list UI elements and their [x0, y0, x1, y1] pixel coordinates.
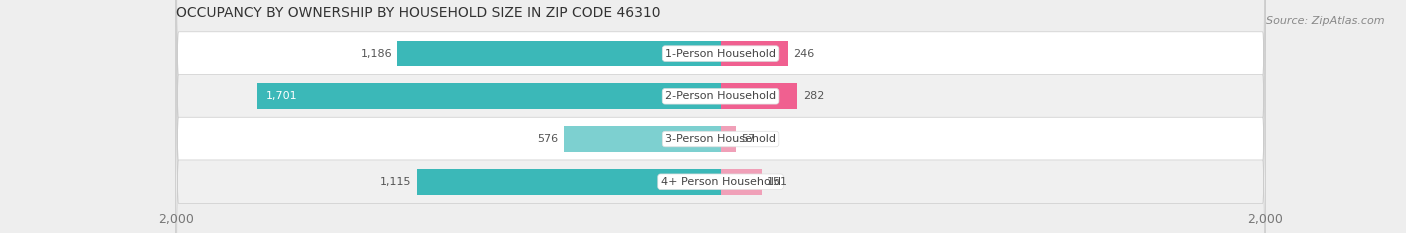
Bar — [721, 41, 787, 66]
Bar — [721, 83, 797, 109]
Text: 1,701: 1,701 — [266, 91, 297, 101]
Text: 2-Person Household: 2-Person Household — [665, 91, 776, 101]
Bar — [257, 83, 721, 109]
Bar — [416, 169, 721, 195]
Text: 1,115: 1,115 — [380, 177, 412, 187]
Text: 3-Person Household: 3-Person Household — [665, 134, 776, 144]
FancyBboxPatch shape — [176, 0, 1265, 233]
Text: 246: 246 — [793, 49, 814, 58]
Text: OCCUPANCY BY OWNERSHIP BY HOUSEHOLD SIZE IN ZIP CODE 46310: OCCUPANCY BY OWNERSHIP BY HOUSEHOLD SIZE… — [176, 6, 661, 20]
Text: 282: 282 — [803, 91, 824, 101]
FancyBboxPatch shape — [176, 0, 1265, 233]
Bar — [721, 169, 762, 195]
FancyBboxPatch shape — [176, 0, 1265, 233]
Text: 1,186: 1,186 — [360, 49, 392, 58]
FancyBboxPatch shape — [176, 0, 1265, 233]
Text: 57: 57 — [741, 134, 755, 144]
Bar — [721, 126, 737, 152]
Text: 4+ Person Household: 4+ Person Household — [661, 177, 780, 187]
Text: Source: ZipAtlas.com: Source: ZipAtlas.com — [1267, 16, 1385, 26]
Text: 576: 576 — [537, 134, 558, 144]
Bar — [564, 126, 721, 152]
Text: 1-Person Household: 1-Person Household — [665, 49, 776, 58]
Bar — [398, 41, 721, 66]
Text: 151: 151 — [768, 177, 789, 187]
